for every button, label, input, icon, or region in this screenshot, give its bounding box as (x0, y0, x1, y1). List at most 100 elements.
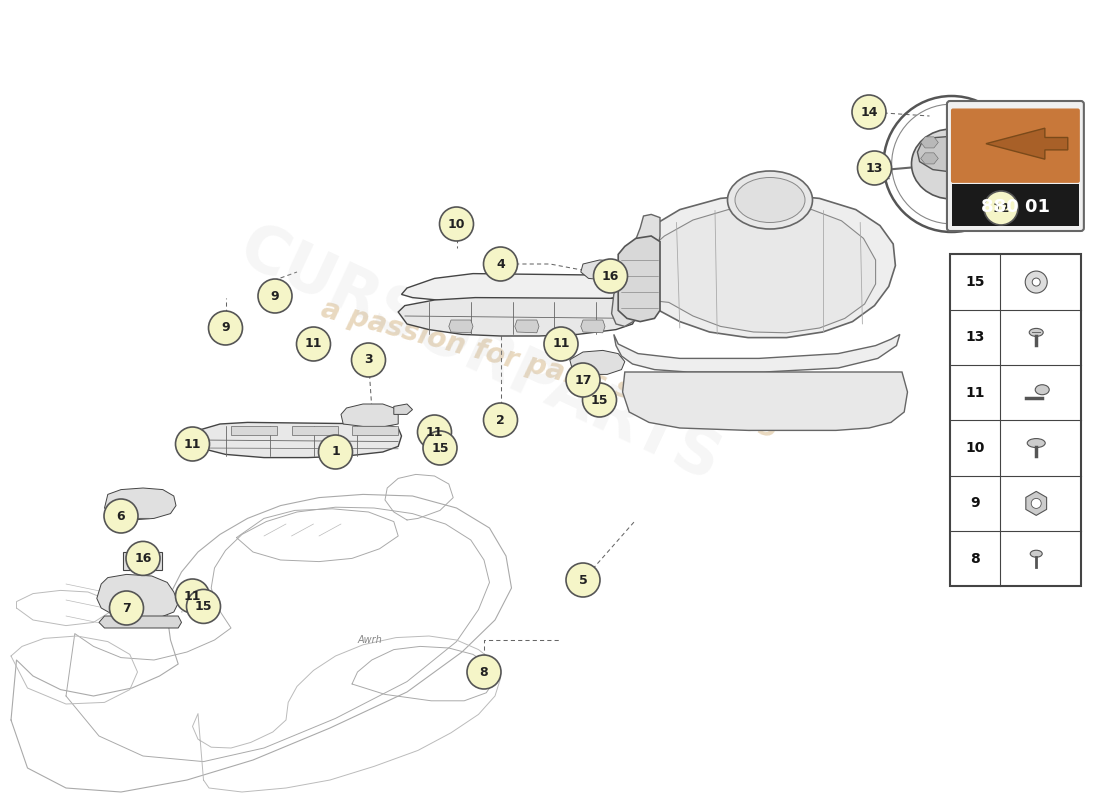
Polygon shape (948, 137, 966, 148)
Polygon shape (581, 320, 605, 333)
Text: 10: 10 (965, 441, 985, 455)
Text: 17: 17 (574, 374, 592, 386)
Text: 13: 13 (866, 162, 883, 174)
Text: 6: 6 (117, 510, 125, 522)
Text: 15: 15 (591, 394, 608, 406)
Text: 11: 11 (426, 426, 443, 438)
Text: 880 01: 880 01 (981, 198, 1049, 216)
Circle shape (484, 247, 517, 281)
Ellipse shape (727, 171, 813, 229)
Circle shape (176, 427, 209, 461)
Polygon shape (515, 320, 539, 333)
FancyBboxPatch shape (123, 552, 162, 570)
Text: 13: 13 (965, 330, 985, 345)
FancyBboxPatch shape (952, 109, 1080, 183)
Polygon shape (623, 372, 908, 430)
Ellipse shape (1027, 438, 1045, 447)
Text: 11: 11 (305, 338, 322, 350)
Text: 16: 16 (134, 552, 152, 565)
Circle shape (424, 431, 456, 465)
Text: 11: 11 (184, 590, 201, 602)
Ellipse shape (1030, 329, 1043, 337)
Circle shape (583, 383, 616, 417)
Text: 3: 3 (364, 354, 373, 366)
Circle shape (544, 327, 578, 361)
Polygon shape (921, 153, 938, 164)
Polygon shape (614, 334, 900, 372)
Polygon shape (97, 574, 178, 619)
Circle shape (352, 343, 385, 377)
Circle shape (1031, 498, 1042, 509)
FancyBboxPatch shape (947, 101, 1084, 231)
Text: a passion for parts since 1965: a passion for parts since 1965 (319, 295, 781, 445)
Circle shape (468, 655, 500, 689)
Circle shape (176, 579, 209, 613)
Text: 15: 15 (195, 600, 212, 613)
Polygon shape (192, 422, 402, 458)
Text: 4: 4 (496, 258, 505, 270)
Circle shape (440, 207, 473, 241)
Ellipse shape (1035, 385, 1049, 394)
Circle shape (858, 151, 891, 185)
Polygon shape (394, 404, 412, 414)
Text: 8: 8 (480, 666, 488, 678)
Circle shape (209, 311, 242, 345)
FancyBboxPatch shape (352, 426, 398, 435)
Polygon shape (99, 616, 182, 628)
FancyBboxPatch shape (292, 426, 338, 435)
Text: 5: 5 (579, 574, 587, 586)
Polygon shape (610, 278, 632, 290)
Circle shape (984, 191, 1018, 225)
FancyBboxPatch shape (231, 426, 277, 435)
Circle shape (566, 563, 600, 597)
Polygon shape (921, 137, 938, 148)
Polygon shape (581, 260, 625, 280)
FancyBboxPatch shape (950, 254, 1081, 586)
Circle shape (852, 95, 886, 129)
Text: 9: 9 (271, 290, 279, 302)
Text: 14: 14 (860, 106, 878, 118)
Polygon shape (948, 153, 966, 164)
Polygon shape (612, 214, 660, 326)
Circle shape (319, 435, 352, 469)
Polygon shape (618, 236, 660, 322)
Text: 10: 10 (448, 218, 465, 230)
Text: Awrh: Awrh (358, 635, 383, 645)
Text: 9: 9 (221, 322, 230, 334)
Text: 16: 16 (602, 270, 619, 282)
Circle shape (484, 403, 517, 437)
Ellipse shape (912, 129, 991, 199)
Text: CURSORPARTS: CURSORPARTS (230, 216, 730, 494)
Polygon shape (1026, 491, 1046, 515)
Text: 11: 11 (965, 386, 985, 400)
Circle shape (126, 542, 160, 575)
Ellipse shape (1031, 550, 1042, 558)
Text: 9: 9 (970, 496, 980, 510)
Polygon shape (570, 350, 625, 374)
Text: 12: 12 (992, 202, 1010, 214)
Polygon shape (402, 274, 625, 306)
Text: 8: 8 (970, 552, 980, 566)
Polygon shape (986, 128, 1068, 159)
Polygon shape (341, 404, 398, 426)
Circle shape (594, 259, 627, 293)
Circle shape (566, 363, 600, 397)
Circle shape (297, 327, 330, 361)
Polygon shape (449, 320, 473, 333)
Text: 7: 7 (122, 602, 131, 614)
Text: 1: 1 (331, 446, 340, 458)
Text: 11: 11 (552, 338, 570, 350)
Polygon shape (610, 194, 895, 338)
Circle shape (187, 590, 220, 623)
Circle shape (104, 499, 138, 533)
Text: 2: 2 (496, 414, 505, 426)
Polygon shape (917, 136, 981, 172)
Polygon shape (627, 206, 876, 333)
Polygon shape (104, 488, 176, 520)
Circle shape (1032, 278, 1041, 286)
Circle shape (418, 415, 451, 449)
Circle shape (1025, 271, 1047, 293)
Circle shape (110, 591, 143, 625)
Ellipse shape (735, 178, 805, 222)
Text: 15: 15 (965, 275, 985, 289)
